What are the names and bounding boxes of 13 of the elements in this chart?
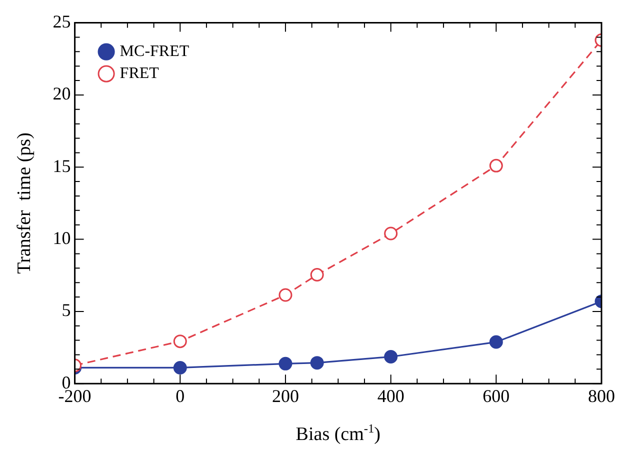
y-tick-label: 20 (52, 84, 71, 104)
x-tick-label: 0 (176, 386, 185, 406)
legend-label: FRET (120, 65, 160, 82)
x-tick-label: 800 (588, 386, 615, 406)
y-tick-label: 5 (62, 300, 71, 320)
x-tick-label: 600 (482, 386, 510, 406)
x-tick-label: 400 (377, 386, 404, 406)
legend-label: MC-FRET (120, 43, 190, 60)
y-axis-title: Transfer time (ps) (14, 132, 35, 274)
y-tick-label: 25 (52, 12, 71, 32)
y-tick-label: 10 (52, 228, 71, 248)
y-tick-label: 15 (52, 156, 71, 176)
x-tick-label: 200 (272, 386, 299, 406)
